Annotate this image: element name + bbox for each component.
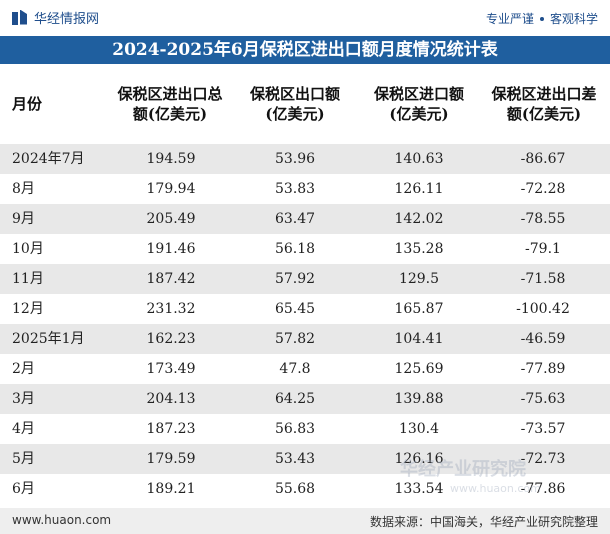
cell-total: 187.42 <box>146 271 196 287</box>
cell-total: 179.59 <box>146 451 196 467</box>
cell-import: 133.54 <box>394 481 444 497</box>
watermark-main: 华经产业研究院 <box>400 459 526 480</box>
cell-balance: -86.67 <box>520 151 566 167</box>
cell-import: 142.02 <box>394 211 444 227</box>
header-import: 保税区进口额 (亿美元) <box>373 85 464 123</box>
cell-total: 194.59 <box>146 151 196 167</box>
header-month: 月份 <box>12 95 43 113</box>
header-export: 保税区出口额 (亿美元) <box>249 85 340 123</box>
dot-separator-icon <box>539 16 544 21</box>
brand-name: 华经情报网 <box>34 12 100 27</box>
table-row: 11月 187.42 57.92 129.5 -71.58 <box>0 264 610 294</box>
table-row: 6月 189.21 55.68 133.54 -77.86 <box>0 474 610 504</box>
cell-export: 57.82 <box>274 331 316 347</box>
cell-total: 179.94 <box>146 181 196 197</box>
cell-export: 55.68 <box>274 481 316 497</box>
footer-source: 数据来源：中国海关，华经产业研究院整理 <box>369 515 598 529</box>
table-row: 9月 205.49 63.47 142.02 -78.55 <box>0 204 610 234</box>
cell-total: 189.21 <box>146 481 196 497</box>
cell-month: 11月 <box>12 271 44 287</box>
brand: 华经情报网 <box>12 8 99 27</box>
table-row: 8月 179.94 53.83 126.11 -72.28 <box>0 174 610 204</box>
cell-balance: -72.28 <box>520 181 566 197</box>
top-bar: 华经情报网 专业严谨 客观科学 <box>0 0 610 36</box>
slogan-left: 专业严谨 <box>485 12 534 26</box>
cell-export: 53.43 <box>274 451 316 467</box>
cell-import: 104.41 <box>394 331 444 347</box>
cell-export: 56.83 <box>274 421 316 437</box>
cell-total: 204.13 <box>146 391 196 407</box>
cell-export: 56.18 <box>274 241 316 257</box>
table-body: 2024年7月 194.59 53.96 140.63 -86.67 8月 17… <box>0 144 610 504</box>
cell-month: 4月 <box>12 421 35 437</box>
cell-total: 191.46 <box>146 241 196 257</box>
cell-export: 57.92 <box>274 271 316 287</box>
cell-import: 165.87 <box>394 301 444 317</box>
cell-import: 126.16 <box>394 451 444 467</box>
cell-import: 139.88 <box>394 391 444 407</box>
cell-balance: -77.86 <box>520 481 566 497</box>
cell-export: 64.25 <box>274 391 316 407</box>
cell-month: 2024年7月 <box>12 151 85 167</box>
cell-balance: -100.42 <box>516 301 570 317</box>
cell-month: 3月 <box>12 391 35 407</box>
cell-import: 129.5 <box>398 271 440 287</box>
cell-balance: -79.1 <box>525 241 561 257</box>
cell-month: 6月 <box>12 481 35 497</box>
footer-website: www.huaon.com <box>12 513 112 527</box>
cell-balance: -78.55 <box>520 211 566 227</box>
cell-month: 2月 <box>12 361 35 377</box>
header-total: 保税区进出口总 额(亿美元) <box>117 85 223 123</box>
table-row: 2025年1月 162.23 57.82 104.41 -46.59 <box>0 324 610 354</box>
cell-total: 162.23 <box>146 331 196 347</box>
slogan: 专业严谨 客观科学 <box>486 10 598 27</box>
cell-balance: -71.58 <box>520 271 566 287</box>
cell-month: 5月 <box>12 451 35 467</box>
header-balance: 保税区进出口差 额(亿美元) <box>491 85 597 123</box>
cell-month: 9月 <box>12 211 35 227</box>
cell-total: 187.23 <box>146 421 196 437</box>
cell-balance: -75.63 <box>520 391 566 407</box>
cell-export: 53.83 <box>274 181 316 197</box>
brand-logo-icon <box>12 9 28 26</box>
table-row: 12月 231.32 65.45 165.87 -100.42 <box>0 294 610 324</box>
cell-balance: -77.89 <box>520 361 566 377</box>
cell-balance: -46.59 <box>520 331 566 347</box>
table-row: 2024年7月 194.59 53.96 140.63 -86.67 <box>0 144 610 174</box>
cell-import: 140.63 <box>394 151 444 167</box>
cell-import: 135.28 <box>394 241 444 257</box>
cell-month: 2025年1月 <box>12 331 85 347</box>
cell-total: 231.32 <box>146 301 196 317</box>
table-row: 5月 179.59 53.43 126.16 -72.73 <box>0 444 610 474</box>
cell-month: 10月 <box>12 241 44 257</box>
cell-export: 47.8 <box>279 361 311 377</box>
cell-total: 173.49 <box>146 361 196 377</box>
cell-balance: -73.57 <box>520 421 566 437</box>
table-row: 4月 187.23 56.83 130.4 -73.57 <box>0 414 610 444</box>
cell-import: 126.11 <box>394 181 444 197</box>
table-row: 2月 173.49 47.8 125.69 -77.89 <box>0 354 610 384</box>
cell-import: 130.4 <box>398 421 440 437</box>
cell-balance: -72.73 <box>520 451 566 467</box>
table-header: 月份 保税区进出口总 额(亿美元) 保税区出口额 (亿美元) 保税区进口额 (亿… <box>0 64 610 144</box>
table-title: 2024-2025年6月保税区进出口额月度情况统计表 <box>0 36 610 64</box>
table-row: 10月 191.46 56.18 135.28 -79.1 <box>0 234 610 264</box>
slogan-right: 客观科学 <box>549 12 598 26</box>
table-row: 3月 204.13 64.25 139.88 -75.63 <box>0 384 610 414</box>
watermark-sub: www.huaon.com <box>450 482 541 495</box>
cell-month: 12月 <box>12 301 44 317</box>
cell-total: 205.49 <box>146 211 196 227</box>
cell-month: 8月 <box>12 181 35 197</box>
cell-export: 65.45 <box>274 301 316 317</box>
cell-export: 53.96 <box>274 151 316 167</box>
cell-import: 125.69 <box>394 361 444 377</box>
cell-export: 63.47 <box>274 211 316 227</box>
footer: www.huaon.com 数据来源：中国海关，华经产业研究院整理 <box>0 508 610 534</box>
